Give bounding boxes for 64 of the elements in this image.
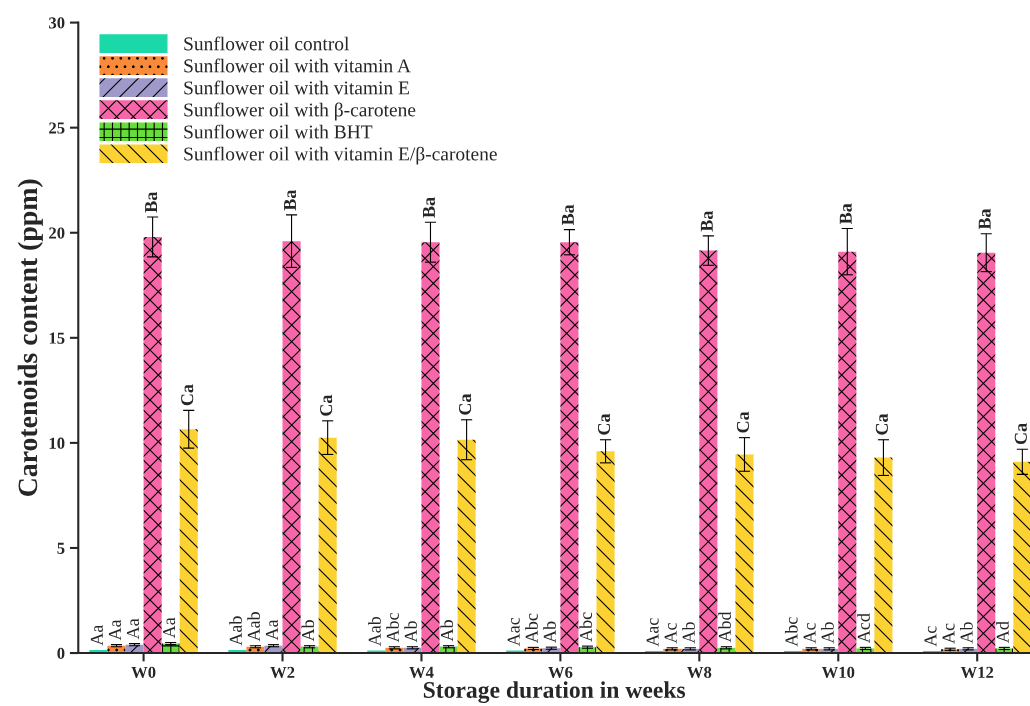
legend-label: Sunflower oil control: [184, 36, 350, 51]
data-label: Ab: [959, 622, 973, 644]
data-label: Ab: [440, 620, 454, 642]
data-label: Ba: [423, 197, 436, 218]
data-label: Abc: [784, 617, 798, 647]
data-label: Ab: [404, 621, 417, 643]
data-label: Aac: [646, 618, 659, 647]
data-label: Abc: [386, 613, 399, 643]
data-label: Abc: [579, 612, 592, 642]
y-tick-label: 0: [57, 647, 65, 659]
data-label: Aa: [90, 624, 103, 646]
data-label: Ba: [700, 210, 713, 232]
data-label: Ab: [821, 622, 834, 644]
y-tick-label: 25: [49, 122, 65, 134]
x-axis-title: Storage duration in weeks: [423, 681, 686, 703]
data-label: Ca: [320, 394, 333, 416]
data-label: Ab: [301, 620, 315, 642]
data-label: Aac: [507, 617, 520, 647]
data-label: Ab: [682, 622, 695, 644]
data-label: Aa: [108, 619, 122, 641]
y-tick-label: 30: [49, 17, 65, 29]
x-tick-label: W10: [821, 666, 855, 679]
data-label: Ac: [942, 623, 955, 644]
y-tick-label: 5: [57, 542, 65, 554]
data-label: Ac: [803, 623, 816, 644]
legend-label: Sunflower oil with vitamin E/β-carotene: [184, 146, 497, 165]
data-label: Ca: [1014, 423, 1027, 445]
y-tick-label: 15: [49, 332, 65, 344]
legend-label: Sunflower oil with vitamin A: [184, 58, 411, 73]
x-tick-label: W2: [270, 666, 295, 679]
data-label: Aab: [368, 616, 381, 647]
data-label: Aa: [163, 617, 176, 639]
data-label: Abc: [525, 613, 538, 643]
x-tick-label: W12: [960, 666, 994, 679]
data-label: Acd: [857, 613, 870, 643]
data-label: Ad: [996, 621, 1009, 643]
data-label: Ac: [664, 623, 677, 644]
legend-label: Sunflower oil with β-carotene: [184, 102, 416, 121]
data-label: Ba: [145, 191, 158, 213]
data-label: Ba: [284, 189, 297, 211]
data-label: Aa: [265, 619, 279, 641]
y-tick-label: 20: [49, 227, 65, 239]
data-label: Aab: [229, 616, 242, 646]
legend-label: Sunflower oil with BHT: [184, 124, 373, 139]
x-tick-label: W8: [687, 666, 712, 679]
data-label: Ba: [561, 204, 574, 226]
data-label: Ba: [978, 208, 991, 230]
data-label: Ca: [181, 384, 194, 406]
x-tick-label: W6: [548, 666, 573, 679]
data-label: Ca: [736, 411, 749, 433]
data-label: Ca: [597, 413, 611, 435]
data-label: Abd: [718, 611, 731, 643]
data-label: Ca: [459, 393, 472, 415]
data-label: Ba: [839, 203, 852, 225]
y-axis-title: Carotenoids content (ppm): [17, 179, 43, 496]
data-label: Ca: [875, 413, 888, 435]
data-label: Aa: [126, 618, 140, 640]
data-label: Aab: [247, 612, 260, 642]
data-label: Ab: [543, 621, 556, 643]
x-tick-label: W4: [409, 666, 434, 679]
y-tick-label: 10: [49, 437, 65, 449]
x-tick-label: W0: [131, 666, 156, 679]
legend-label: Sunflower oil with vitamin E: [184, 80, 409, 95]
data-label: Ac: [924, 626, 937, 647]
